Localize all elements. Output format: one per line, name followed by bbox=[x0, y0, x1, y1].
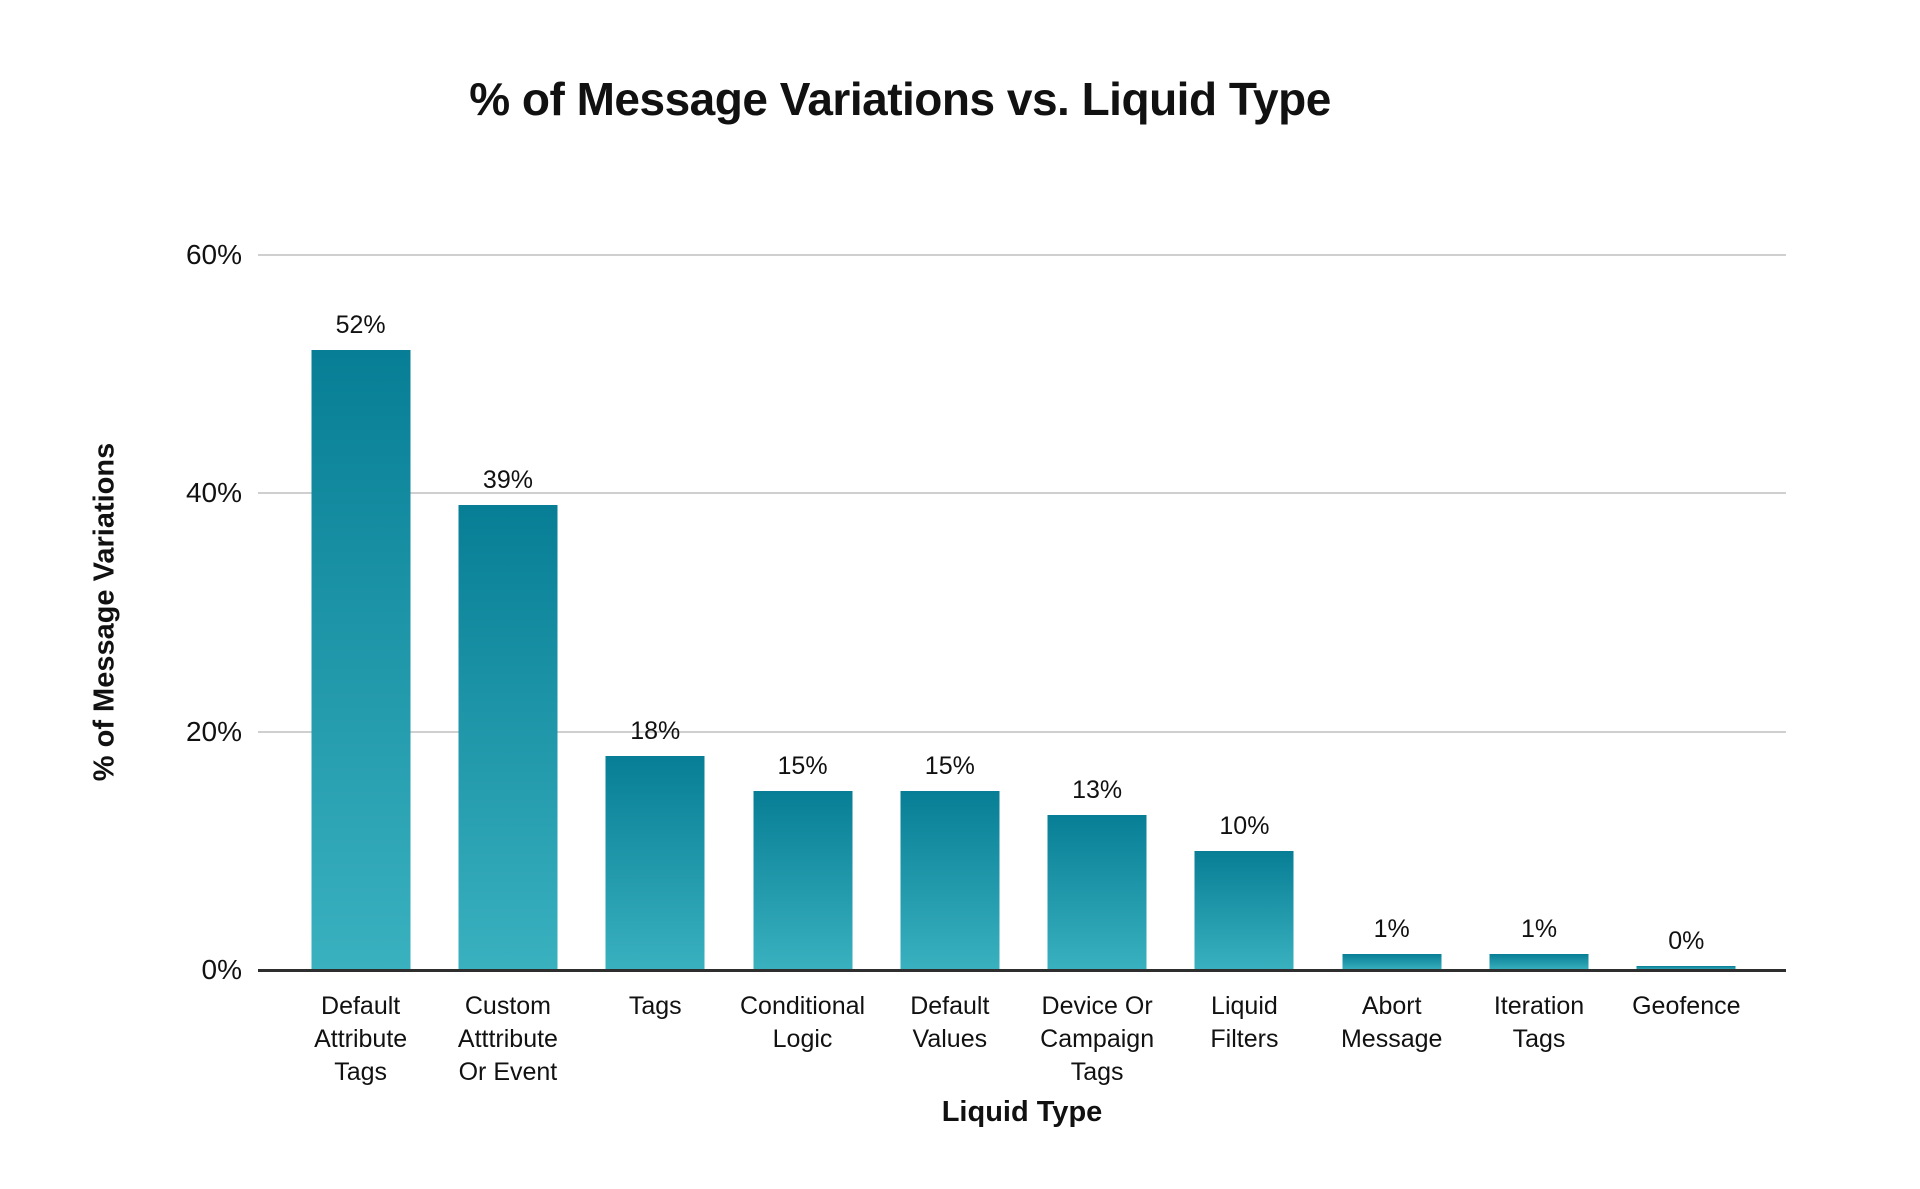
bar bbox=[1342, 954, 1442, 970]
bar-group: 13% Device Or Campaign Tags bbox=[1023, 255, 1170, 1086]
bar-group: 1% Iteration Tags bbox=[1465, 255, 1612, 1053]
x-axis-line bbox=[258, 969, 1786, 972]
bar bbox=[1636, 966, 1736, 970]
x-category-label: Abort Message bbox=[1340, 992, 1443, 1053]
bar bbox=[1489, 954, 1589, 970]
x-category-label: Tags bbox=[628, 992, 682, 1020]
bar-value-label: 39% bbox=[482, 466, 533, 495]
bar bbox=[1194, 850, 1294, 970]
bar-value-label: 1% bbox=[1520, 915, 1558, 943]
bar-value-label: 18% bbox=[630, 716, 681, 745]
bar bbox=[458, 505, 558, 970]
gridline bbox=[258, 492, 1786, 495]
bar-value-label: 10% bbox=[1219, 811, 1270, 840]
bar bbox=[1047, 815, 1147, 970]
bar-group: 39% Custom Atttribute Or Event bbox=[434, 255, 581, 1086]
bar-group: 10% Liquid Filters bbox=[1171, 255, 1318, 1053]
bar-value-label: 13% bbox=[1072, 776, 1123, 805]
bar bbox=[311, 350, 411, 970]
chart-title: % of Message Variations vs. Liquid Type bbox=[469, 73, 1331, 125]
bar-value-label: 15% bbox=[777, 752, 828, 781]
x-category-label: Geofence bbox=[1632, 992, 1741, 1020]
bar bbox=[900, 791, 1000, 970]
bar-group: 15% Conditional Logic bbox=[729, 255, 876, 1053]
gridline bbox=[258, 254, 1786, 256]
x-category-label: Default Values bbox=[910, 992, 990, 1053]
y-tick-label: 0% bbox=[201, 954, 242, 985]
y-tick-label: 60% bbox=[185, 239, 242, 270]
bar bbox=[753, 791, 853, 970]
x-category-label: Liquid Filters bbox=[1210, 992, 1279, 1053]
y-tick-label: 40% bbox=[185, 477, 242, 509]
bar-group: 18% Tags bbox=[582, 255, 729, 1020]
plot-area: 60% 40% 20% 0% 52% Default Attribute Tags 39%… bbox=[186, 241, 1786, 1086]
bars-layer: 52% Default Attribute Tags 39% Custom Atttr… bbox=[287, 255, 1760, 1086]
x-category-label: Iteration Tags bbox=[1493, 992, 1585, 1053]
bar-value-label: 52% bbox=[335, 311, 386, 340]
x-category-label: Custom Atttribute Or Event bbox=[457, 992, 558, 1086]
x-category-label: Default Attribute Tags bbox=[314, 992, 408, 1086]
bar-value-label: 1% bbox=[1373, 915, 1410, 943]
x-category-label: Conditional Logic bbox=[739, 992, 866, 1053]
bar-group: 52% Default Attribute Tags bbox=[287, 255, 434, 1086]
gridline bbox=[258, 730, 1786, 733]
bar-value-label: 0% bbox=[1668, 927, 1705, 955]
y-tick-label: 20% bbox=[185, 715, 242, 747]
x-category-label: Device Or Campaign Tags bbox=[1040, 992, 1155, 1086]
bar-value-label: 15% bbox=[924, 752, 975, 781]
bar-group: 0% Geofence bbox=[1613, 255, 1760, 1020]
bar bbox=[605, 755, 705, 970]
x-axis-title: Liquid Type bbox=[941, 1096, 1103, 1128]
y-axis-title: % of Message Variations bbox=[88, 442, 121, 782]
bar-group: 1% Abort Message bbox=[1318, 255, 1465, 1053]
bar-group: 15% Default Values bbox=[876, 255, 1023, 1053]
